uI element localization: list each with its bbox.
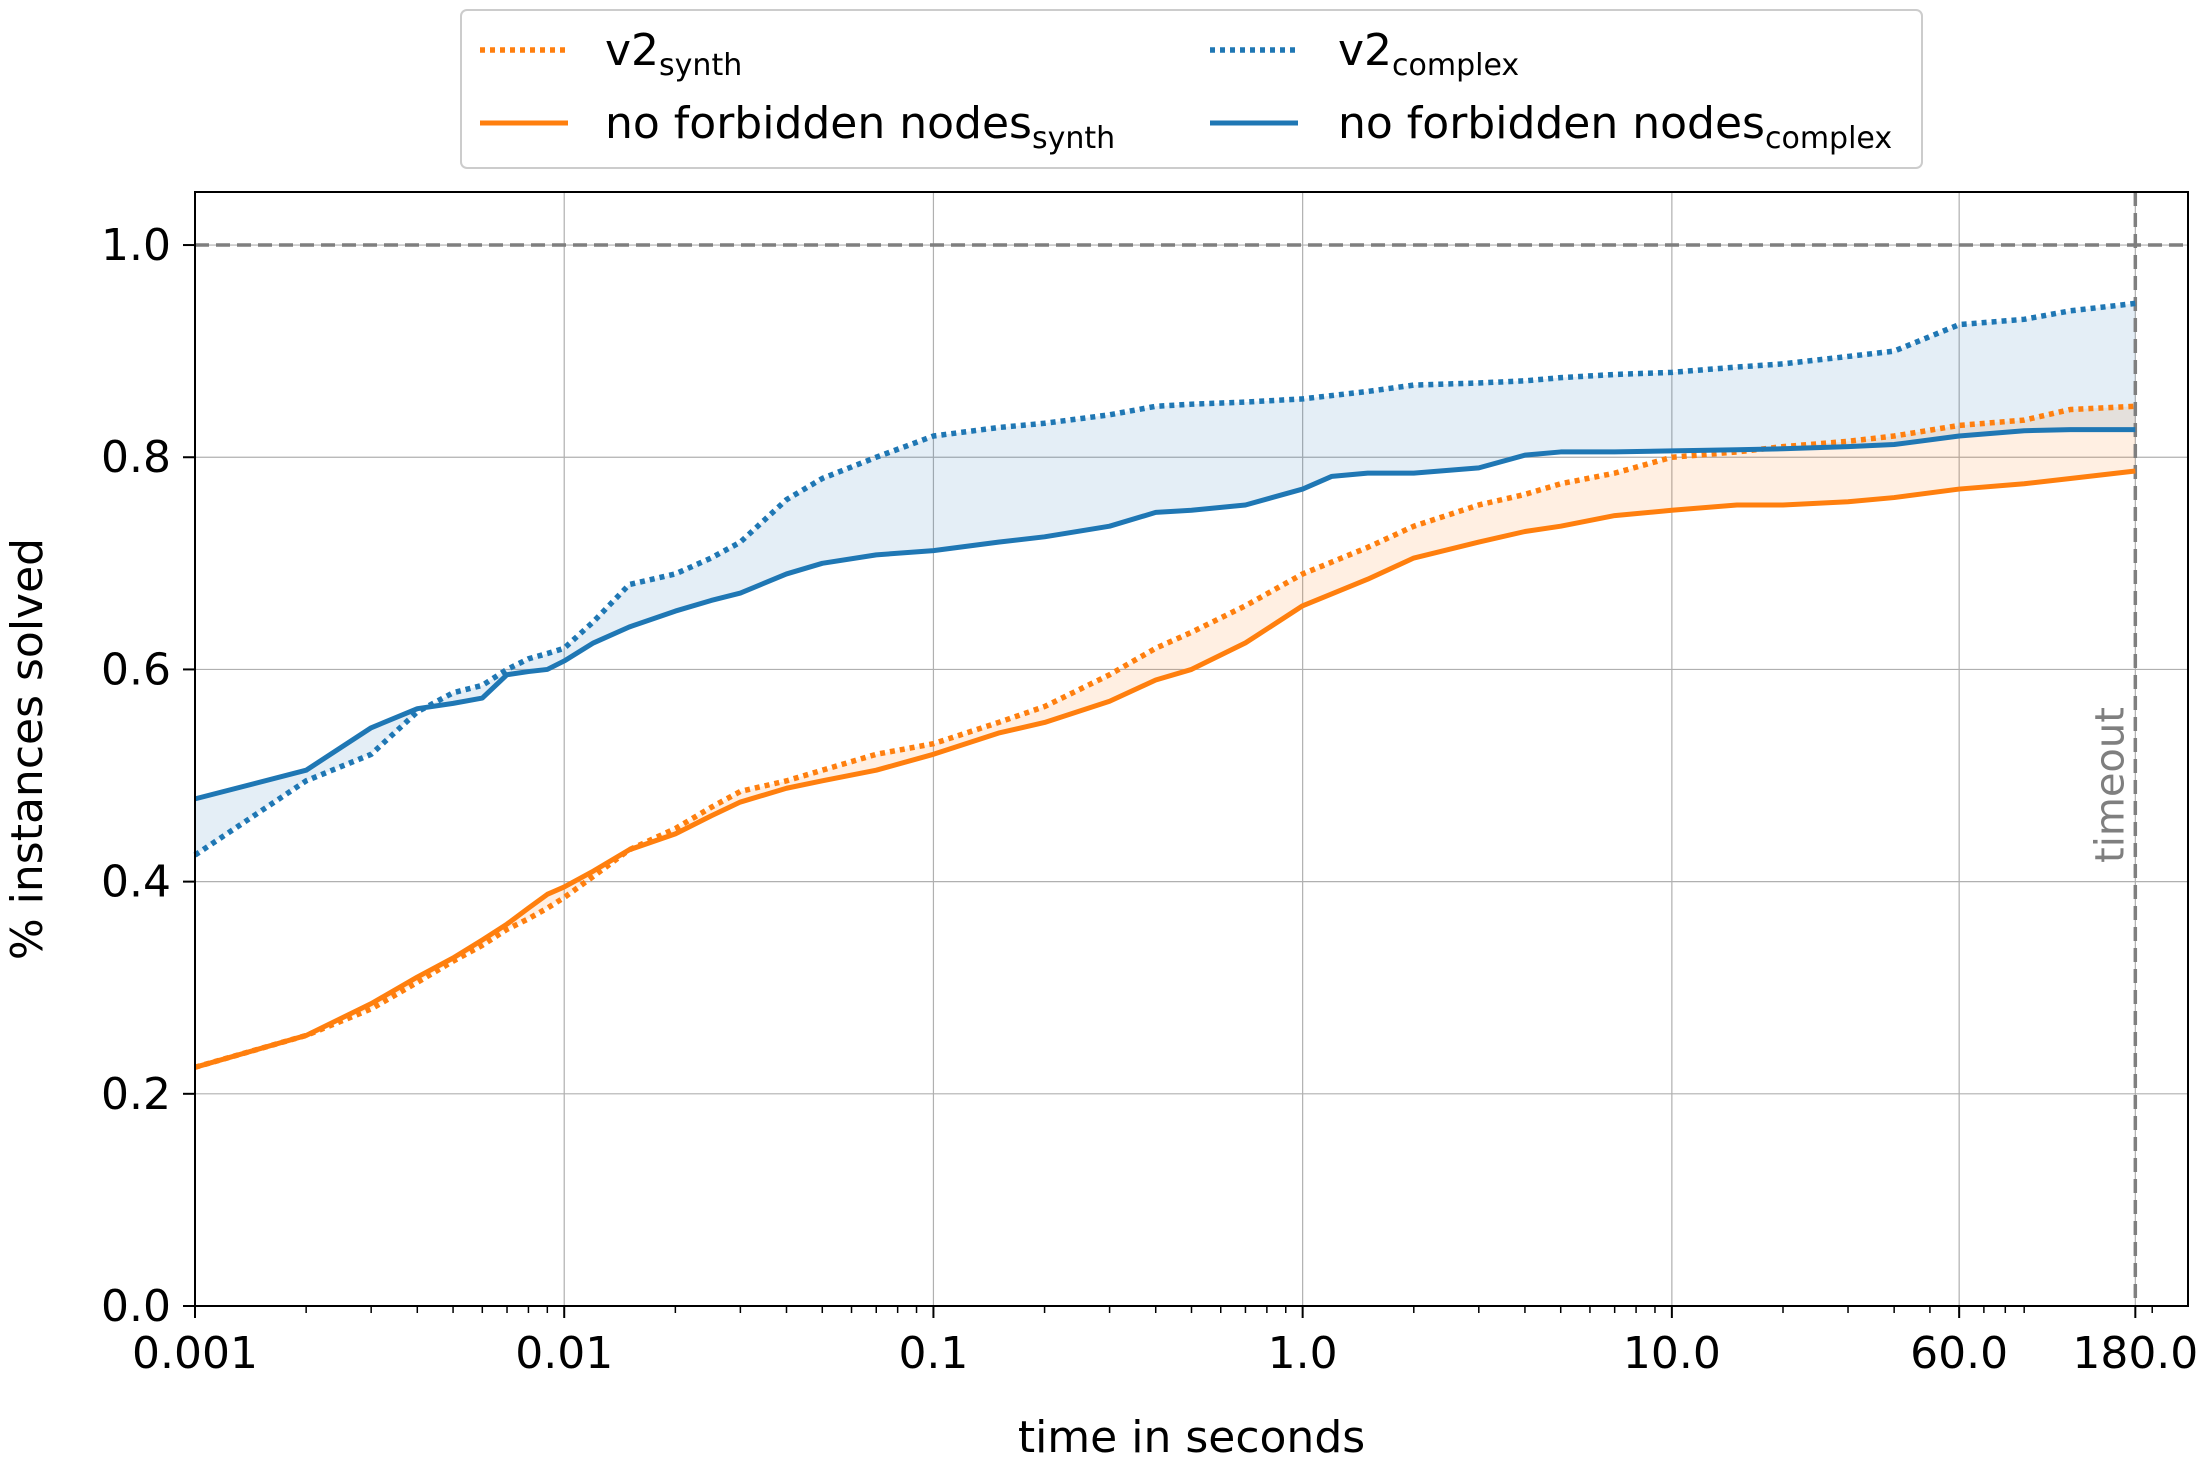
axis-ticks: 0.001 0.01 0.1 1.0 10.0 60.0 180.0 0.0 0.2 0.4 0.6… [101,220,2198,1379]
x-axis-label: time in seconds [1018,1412,1365,1463]
y-tick-label-1: 0.2 [101,1069,171,1120]
series-lines [193,300,2136,1070]
series-line-2 [193,300,2136,858]
y-tick-label-5: 1.0 [101,220,171,271]
x-tick-label-0: 0.001 [132,1328,258,1379]
reference-lines [195,192,2188,1306]
series-line-1 [194,468,2136,1070]
legend-label-0: v2synth [605,25,742,83]
x-tick-label-6: 180.0 [2072,1328,2198,1379]
legend-label-3: no forbidden nodescomplex [1338,98,1892,156]
fill-regions [195,303,2136,1068]
y-tick-label-3: 0.6 [101,644,171,695]
legend-label-2: v2complex [1338,25,1519,83]
y-tick-label-4: 0.8 [101,432,171,483]
x-tick-label-2: 0.1 [898,1328,968,1379]
timeout-label: timeout [2087,707,2133,863]
y-tick-label-0: 0.0 [101,1281,171,1332]
x-tick-label-3: 1.0 [1268,1328,1338,1379]
fill-region-0 [195,406,2136,1068]
legend-box [460,9,1923,169]
y-tick-label-2: 0.4 [101,857,171,908]
x-tick-label-4: 10.0 [1623,1328,1721,1379]
x-tick-label-5: 60.0 [1910,1328,2008,1379]
legend-label-1: no forbidden nodessynth [605,98,1115,156]
series-line-3 [194,427,2136,802]
x-tick-label-1: 0.01 [515,1328,613,1379]
fill-region-1 [195,303,2136,856]
legend: v2synth no forbidden nodessynth v2complex n… [460,9,1923,169]
y-axis-label: % instances solved [2,538,53,960]
